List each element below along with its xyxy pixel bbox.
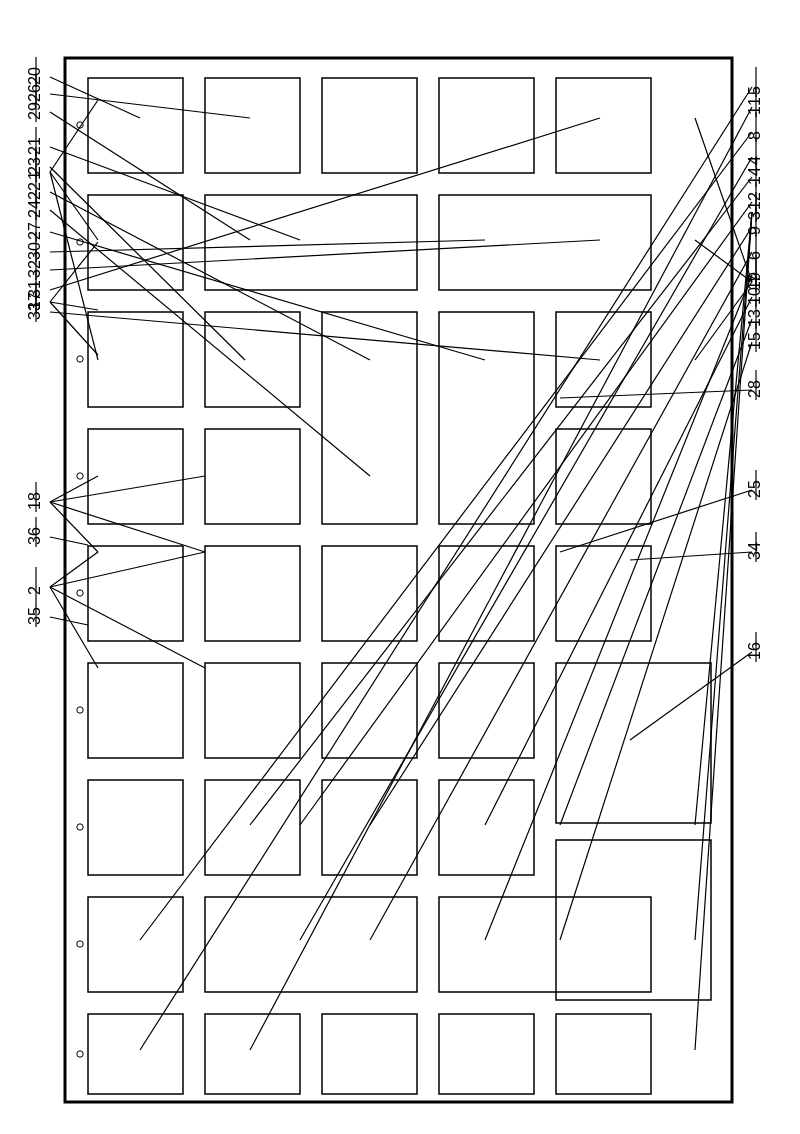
callout-number: 34	[746, 542, 763, 560]
callout-number: 31	[26, 280, 43, 298]
callout-number: 36	[26, 527, 43, 545]
callout-number: 13	[746, 309, 763, 327]
callout-number: 35	[26, 607, 43, 625]
callout-number: 8	[746, 131, 763, 140]
callout-number: 23	[26, 157, 43, 175]
callout-number: 20	[26, 67, 43, 85]
callout-number: 25	[746, 480, 763, 498]
callout-number: 33	[26, 302, 43, 320]
callout-number: 29	[26, 102, 43, 120]
callout-number: 30	[26, 242, 43, 260]
callout-number: 28	[746, 380, 763, 398]
callout-number: 21	[26, 137, 43, 155]
callout-number: 16	[746, 642, 763, 660]
callout-number: 2	[26, 586, 43, 595]
callout-number: 22	[26, 182, 43, 200]
callout-number: 32	[26, 260, 43, 278]
callout-number: 9	[746, 226, 763, 235]
callout-number: 24	[26, 200, 43, 218]
callout-number: 27	[26, 222, 43, 240]
callout-number: 3	[746, 211, 763, 220]
callout-number: 15	[746, 332, 763, 350]
callout-number: 18	[26, 492, 43, 510]
callout-number: 26	[26, 84, 43, 102]
callout-number: 5	[746, 86, 763, 95]
